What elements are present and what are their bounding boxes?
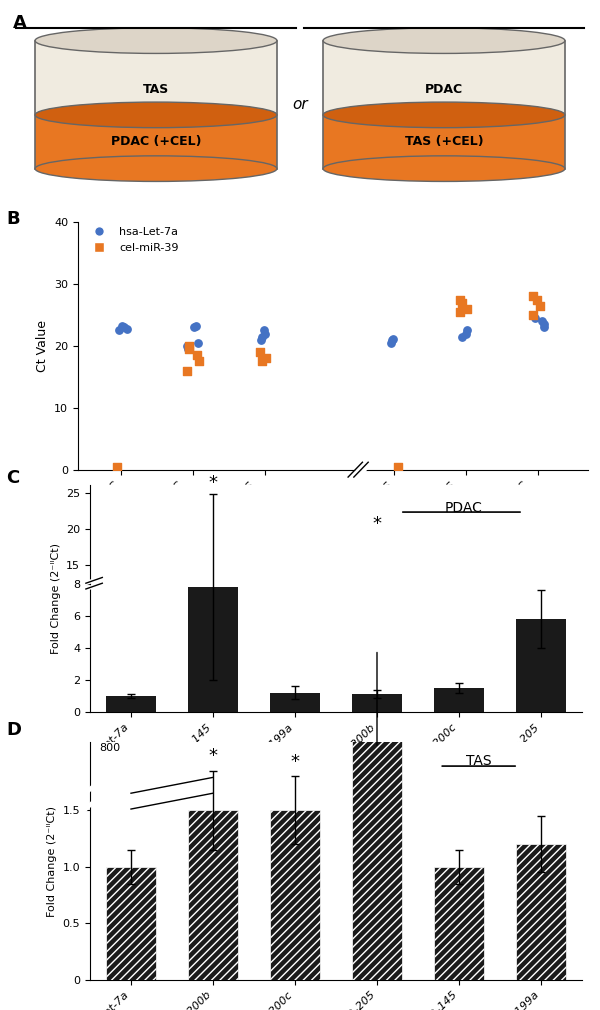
Bar — [323, 115, 565, 169]
Bar — [517, 619, 566, 712]
Bar — [517, 844, 566, 980]
Bar — [271, 810, 320, 980]
Text: PDAC (+CEL): PDAC (+CEL) — [111, 135, 201, 148]
Y-axis label: Fold Change (2⁻ᴵᴵCt): Fold Change (2⁻ᴵᴵCt) — [47, 806, 57, 916]
Text: D: D — [6, 721, 21, 739]
Bar — [35, 115, 277, 169]
Text: PDAC: PDAC — [445, 501, 483, 515]
Point — [457, 295, 466, 311]
Point — [386, 334, 396, 350]
Point — [462, 322, 472, 338]
Bar — [106, 696, 155, 712]
Point — [455, 304, 465, 320]
Legend: hsa-Let-7a, cel-miR-39: hsa-Let-7a, cel-miR-39 — [83, 223, 183, 258]
Point — [389, 330, 398, 346]
Point — [463, 301, 472, 317]
Point — [535, 298, 545, 314]
Point — [528, 307, 538, 323]
Point — [182, 337, 192, 354]
Text: *: * — [290, 752, 299, 771]
Text: *: * — [209, 747, 218, 765]
Text: Stromal
Specific: Stromal Specific — [150, 760, 194, 781]
Point — [539, 316, 548, 332]
Text: B: B — [6, 210, 20, 228]
Point — [455, 292, 465, 308]
Point — [184, 341, 194, 358]
Point — [193, 334, 202, 350]
Point — [184, 337, 194, 354]
Y-axis label: Fold Change (2⁻ᴵᴵCt): Fold Change (2⁻ᴵᴵCt) — [50, 543, 61, 653]
Bar — [434, 688, 484, 712]
Text: TAS: TAS — [466, 754, 491, 769]
Point — [461, 325, 471, 341]
Bar — [188, 810, 238, 980]
Y-axis label: Ct Value: Ct Value — [35, 320, 49, 372]
Point — [191, 318, 200, 334]
Point — [194, 354, 204, 370]
Point — [257, 354, 267, 370]
Ellipse shape — [323, 28, 565, 54]
Ellipse shape — [35, 28, 277, 54]
Point — [122, 320, 132, 336]
Point — [539, 319, 548, 335]
Bar — [434, 867, 484, 980]
Ellipse shape — [323, 156, 565, 182]
Bar — [271, 693, 320, 712]
Point — [537, 313, 547, 329]
Point — [388, 331, 397, 347]
Text: *: * — [209, 474, 218, 492]
Text: Epithelial Specific: Epithelial Specific — [328, 760, 427, 770]
Point — [393, 459, 403, 475]
Text: PDAC: PDAC — [425, 83, 463, 96]
Ellipse shape — [35, 102, 277, 127]
Point — [112, 459, 121, 475]
Text: A: A — [13, 14, 27, 32]
Point — [260, 325, 270, 341]
Ellipse shape — [323, 102, 565, 127]
Ellipse shape — [35, 156, 277, 182]
Point — [190, 319, 199, 335]
Point — [115, 322, 124, 338]
Bar — [352, 697, 401, 980]
Text: 800: 800 — [99, 743, 121, 753]
Point — [532, 292, 542, 308]
Point — [262, 350, 271, 367]
Point — [184, 341, 193, 358]
Point — [530, 310, 540, 326]
Text: TAS: TAS — [143, 83, 169, 96]
Text: C: C — [6, 469, 19, 487]
Bar — [35, 40, 277, 115]
Text: or: or — [292, 97, 308, 112]
Point — [119, 319, 129, 335]
Point — [255, 344, 265, 361]
Bar — [188, 587, 238, 712]
Point — [257, 328, 267, 344]
Point — [193, 347, 202, 364]
Text: *: * — [373, 515, 382, 533]
Bar — [323, 40, 565, 115]
Point — [457, 328, 467, 344]
Text: TAS (+CEL): TAS (+CEL) — [404, 135, 484, 148]
Bar — [106, 867, 155, 980]
Point — [528, 289, 538, 305]
Point — [182, 363, 191, 379]
Point — [259, 322, 269, 338]
Point — [256, 331, 265, 347]
Point — [118, 318, 127, 334]
Bar — [352, 695, 401, 712]
